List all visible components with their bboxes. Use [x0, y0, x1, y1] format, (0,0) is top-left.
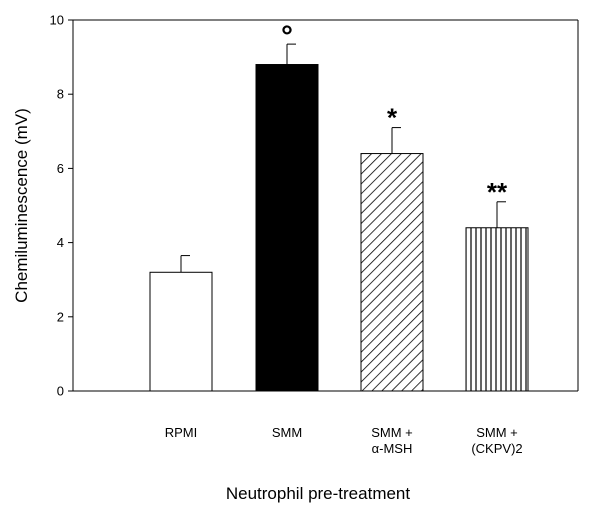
category-label: SMM — [272, 425, 302, 440]
significance-marker: ° — [281, 20, 293, 53]
y-tick-label: 0 — [57, 384, 64, 399]
y-tick-label: 10 — [50, 13, 64, 28]
bars — [149, 43, 529, 392]
bar — [465, 227, 529, 392]
category-label: (CKPV)2 — [471, 441, 522, 456]
category-label: RPMI — [165, 425, 198, 440]
y-tick-label: 4 — [57, 235, 64, 250]
category-label: SMM + — [476, 425, 518, 440]
significance-marker: ** — [487, 177, 508, 207]
y-tick-label: 6 — [57, 161, 64, 176]
x-axis-label: Neutrophil pre-treatment — [226, 484, 411, 503]
significance-marker: * — [387, 103, 398, 133]
bar — [255, 64, 319, 392]
bar — [360, 153, 424, 392]
category-label: α-MSH — [372, 441, 413, 456]
bar — [149, 271, 213, 392]
y-tick-label: 8 — [57, 87, 64, 102]
y-axis-label: Chemiluminescence (mV) — [12, 108, 31, 303]
y-tick-label: 2 — [57, 309, 64, 324]
category-label: SMM + — [371, 425, 413, 440]
labels: Chemiluminescence (mV) Neutrophil pre-tre… — [12, 20, 523, 503]
